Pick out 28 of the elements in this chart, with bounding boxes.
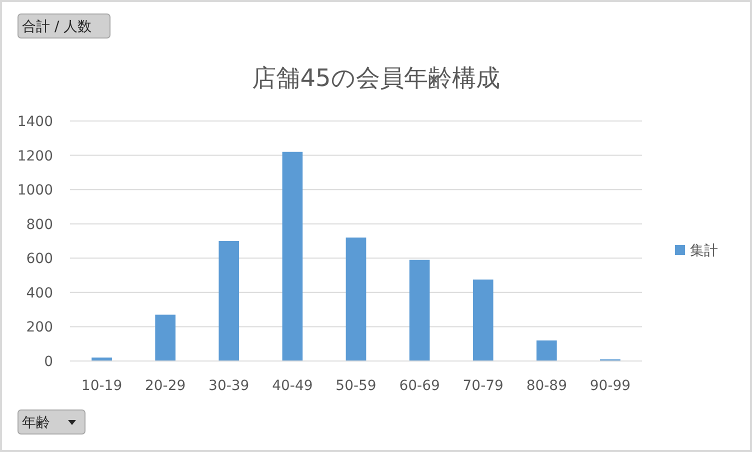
y-tick-label: 1000 [17, 182, 53, 199]
x-tick-label: 50-59 [336, 378, 376, 394]
y-tick-label: 800 [26, 216, 53, 233]
y-tick-label: 600 [26, 251, 53, 268]
x-tick-label: 80-89 [526, 378, 568, 394]
y-tick-label: 200 [26, 320, 53, 336]
bar [155, 314, 176, 361]
chart-title: 店舗45の会員年齢構成 [252, 64, 500, 92]
bar [536, 340, 557, 361]
bar [472, 280, 494, 361]
x-tick-label: 30-39 [208, 378, 250, 394]
y-tick-label: 400 [26, 285, 53, 302]
legend-label: 集計 [690, 243, 718, 259]
x-tick-label: 90-99 [590, 378, 631, 394]
bar [282, 152, 303, 361]
x-tick-label: 60-69 [399, 378, 440, 394]
y-tick-label: 1400 [17, 114, 53, 130]
bar [346, 238, 366, 361]
bar [218, 241, 240, 361]
text: 年齢 [22, 415, 50, 431]
x-tick-label: 10-19 [81, 378, 122, 394]
bar [409, 260, 430, 361]
x-tick-label: 70-79 [462, 378, 504, 394]
y-tick-label: 0 [44, 354, 53, 370]
y-tick-label: 1200 [17, 148, 53, 164]
text: 合計 / 人数 [22, 19, 92, 35]
x-tick-label: 20-29 [144, 378, 186, 394]
x-tick-label: 40-49 [272, 378, 313, 394]
